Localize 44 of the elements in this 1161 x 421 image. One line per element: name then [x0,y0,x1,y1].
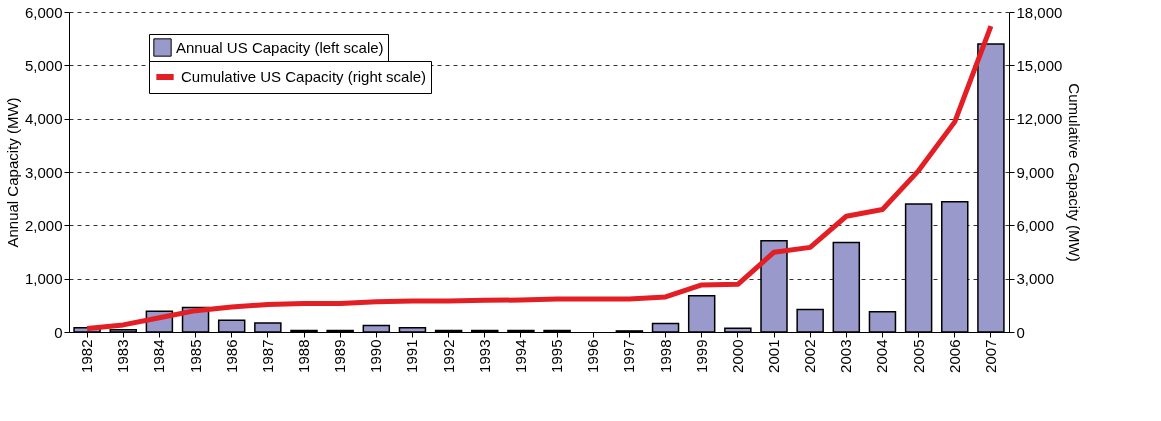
y2-tick-label: 9,000 [1016,163,1055,181]
y-tick-label: 0 [54,323,63,341]
y2-tick-label: 0 [1016,323,1025,341]
x-tick-label: 2003 [837,339,855,373]
y2-axis-title: Cumulative Capacity (MW) [1066,83,1084,262]
x-tick-label: 1984 [150,339,168,373]
x-tick-label: 1994 [511,339,529,373]
x-tick-label: 1987 [258,339,276,373]
y-tick-label: 4,000 [24,110,63,128]
y-axis-title: Annual Capacity (MW) [3,97,21,248]
x-tick-label: 1991 [403,339,421,373]
y2-tick-label: 3,000 [1016,270,1055,288]
x-tick-label: 1986 [222,339,240,373]
y-tick-label: 3,000 [24,163,63,181]
legend-label: Annual US Capacity (left scale) [176,38,384,56]
x-tick-label: 1995 [548,339,566,373]
x-tick-label: 2005 [909,339,927,373]
y-tick-label: 1,000 [24,270,63,288]
x-tick-label: 1985 [186,339,204,373]
x-tick-label: 1982 [78,339,96,373]
x-tick-label: 1999 [692,339,710,373]
x-tick-label: 2006 [945,339,963,373]
x-tick-label: 2004 [873,339,891,373]
x-tick-label: 1998 [656,339,674,373]
x-tick-label: 1997 [620,339,638,373]
x-tick-label: 1988 [295,339,312,373]
y-tick-label: 6,000 [24,3,63,21]
x-tick-label: 1990 [367,339,385,373]
y-tick-label: 2,000 [24,216,63,234]
x-tick-label: 2001 [765,339,782,373]
y2-tick-label: 6,000 [1016,216,1055,234]
y2-tick-label: 12,000 [1016,110,1063,128]
x-tick-label: 2007 [981,339,999,373]
y2-tick-label: 15,000 [1016,56,1063,74]
x-tick-label: 1993 [475,339,493,373]
y-tick-label: 5,000 [24,56,63,74]
x-tick-label: 2000 [728,339,746,373]
y2-tick-label: 18,000 [1016,3,1063,21]
x-tick-label: 1996 [584,339,602,373]
x-tick-label: 1989 [331,339,349,373]
x-tick-label: 1992 [439,339,457,373]
x-tick-label: 2002 [801,339,819,373]
legend-label: Cumulative US Capacity (right scale) [181,68,427,85]
x-tick-label: 1983 [114,339,132,373]
